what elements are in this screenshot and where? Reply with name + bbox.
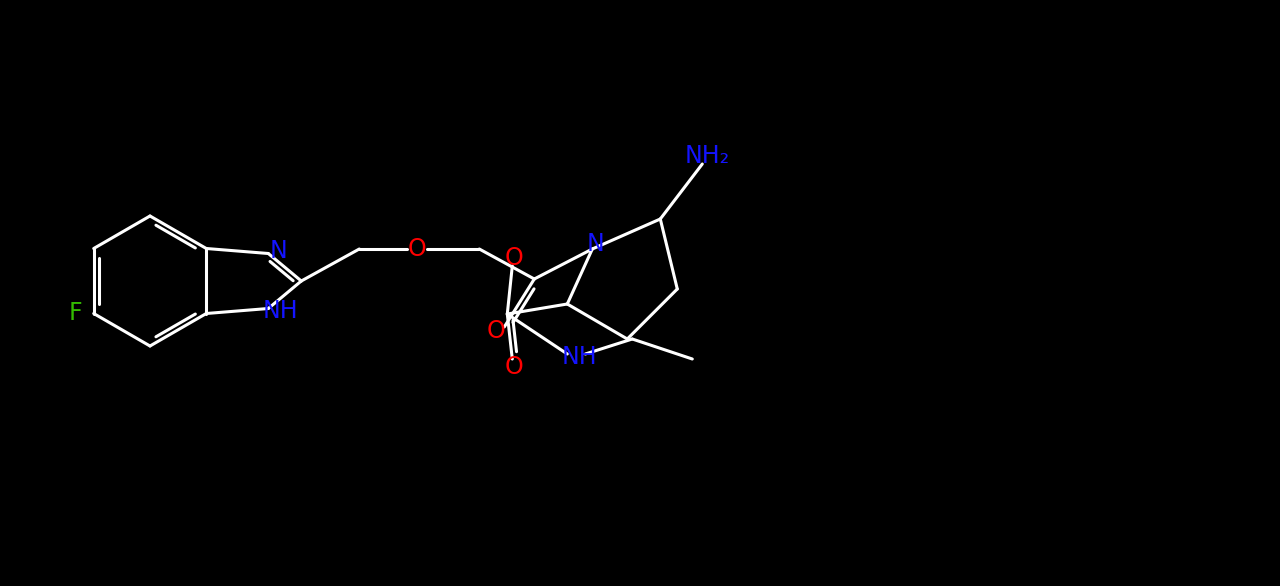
Text: N: N [586, 232, 604, 256]
Text: N: N [269, 239, 287, 263]
Text: NH: NH [562, 345, 596, 369]
Text: O: O [504, 355, 524, 379]
Text: O: O [486, 319, 506, 343]
Text: NH: NH [262, 299, 298, 323]
Text: O: O [408, 237, 426, 261]
Text: O: O [504, 246, 524, 270]
Text: NH₂: NH₂ [685, 144, 730, 168]
Text: F: F [69, 302, 82, 325]
